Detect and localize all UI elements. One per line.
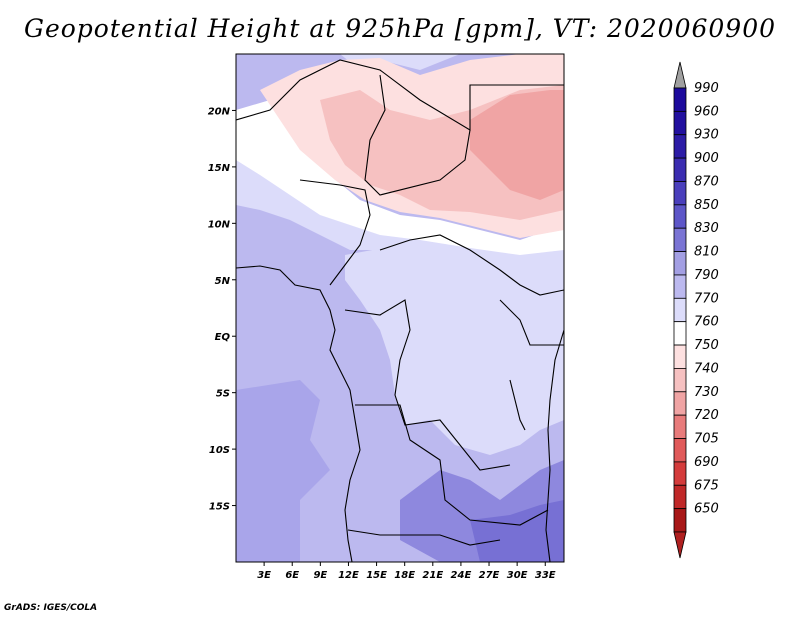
colorbar-label: 850: [694, 198, 719, 213]
lon-tick-label: 27E: [479, 570, 500, 581]
lat-tick-label: 15S: [209, 502, 230, 513]
lon-tick-label: 9E: [313, 570, 327, 581]
colorbar-box: [673, 321, 687, 346]
colorbar-box: [673, 368, 687, 393]
colorbar-label: 750: [694, 338, 719, 353]
field-850-southeast: [470, 500, 564, 562]
coastline-west-africa: [236, 265, 361, 562]
lat-tick-label: 10N: [208, 219, 231, 230]
border-niger-chad: [364, 74, 471, 196]
colorbar-box: [673, 110, 687, 136]
lake-tanganyika: [509, 379, 526, 431]
lon-tick-label: 3E: [257, 570, 271, 581]
map-boundaries: [236, 59, 564, 562]
colorbar-label: 720: [694, 408, 719, 423]
colorbar-label: 675: [694, 478, 719, 493]
colorbar-box: [673, 227, 687, 252]
colorbar-bottom-arrow: [673, 531, 687, 559]
colorbar-box: [673, 438, 687, 463]
colorbar-box: [673, 87, 687, 112]
lon-axis: 3E 6E 9E 12E 15E 18E 21E 24E 27E 30E 33E: [257, 562, 556, 581]
map-frame: [235, 53, 565, 563]
lat-tick-label: 20N: [208, 106, 231, 117]
lon-tick-label: 18E: [394, 570, 415, 581]
lat-tick-label: 15N: [208, 163, 231, 174]
colorbar-box: [673, 508, 687, 533]
border-angola-zambia: [355, 404, 549, 526]
colorbar-box: [673, 391, 687, 416]
plot-title: Geopotential Height at 925hPa [gpm], VT:…: [23, 14, 777, 43]
lat-tick-label: 10S: [209, 445, 230, 456]
lon-tick-label: 15E: [366, 570, 387, 581]
colorbar-label: 650: [694, 502, 719, 517]
border-east: [499, 299, 564, 346]
colorbar-box: [673, 204, 687, 229]
colorbar: 990 960 930 900 870 850 830 810 790 770 760 750 740 7…: [673, 61, 719, 559]
field-770-northtop: [236, 54, 460, 70]
lon-tick-label: 21E: [422, 570, 443, 581]
lat-axis: 20N 15N 10N 5N EQ 5S 10S 15S: [208, 106, 236, 513]
field-730-northeast: [470, 90, 564, 200]
colorbar-label: 930: [694, 128, 719, 143]
colorbar-box: [673, 274, 687, 299]
lat-tick-label: 5S: [216, 389, 230, 400]
colorbar-label: 960: [694, 104, 719, 119]
border-congo-basin: [344, 299, 511, 471]
colorbar-label: 870: [694, 174, 719, 189]
colorbar-box: [673, 414, 687, 439]
colorbar-label: 690: [694, 455, 719, 470]
border-nigeria-cameroon: [299, 179, 371, 286]
colorbar-label: 830: [694, 221, 719, 236]
field-810-ocean: [236, 380, 330, 562]
map-panel: [236, 54, 564, 562]
lon-tick-label: 6E: [285, 570, 299, 581]
border-car-sudan: [379, 234, 564, 296]
colorbar-box: [673, 251, 687, 276]
colorbar-label: 760: [694, 315, 719, 330]
lon-tick-label: 30E: [507, 570, 528, 581]
colorbar-box: [673, 344, 687, 369]
field-770-central: [345, 245, 564, 455]
colorbar-box: [673, 181, 687, 206]
colorbar-box: [673, 134, 687, 159]
colorbar-label: 770: [694, 291, 719, 306]
colorbar-box: [673, 157, 687, 182]
grads-credit: GrADS: IGES/COLA: [4, 603, 98, 613]
field-760-band: [236, 100, 564, 255]
colorbar-label: 705: [694, 432, 719, 447]
colorbar-label: 810: [694, 245, 719, 260]
lat-tick-label: 5N: [215, 276, 231, 287]
border-namibia: [347, 529, 501, 546]
field-770-north: [236, 150, 564, 262]
colorbar-box: [673, 484, 687, 510]
lat-tick-label: EQ: [215, 332, 231, 343]
lon-tick-label: 24E: [451, 570, 472, 581]
colorbar-label: 730: [694, 385, 719, 400]
coastline-east-africa: [545, 329, 564, 562]
colorbar-label: 990: [694, 81, 719, 96]
border-sahel: [236, 59, 564, 131]
colorbar-label: 790: [694, 268, 719, 283]
colorbar-box: [673, 461, 687, 486]
colorbar-top-arrow: [673, 61, 687, 89]
colorbar-box: [673, 297, 687, 323]
lon-tick-label: 12E: [338, 570, 359, 581]
colorbar-label: 740: [694, 361, 719, 376]
lon-tick-label: 33E: [535, 570, 556, 581]
colorbar-label: 900: [694, 151, 719, 166]
